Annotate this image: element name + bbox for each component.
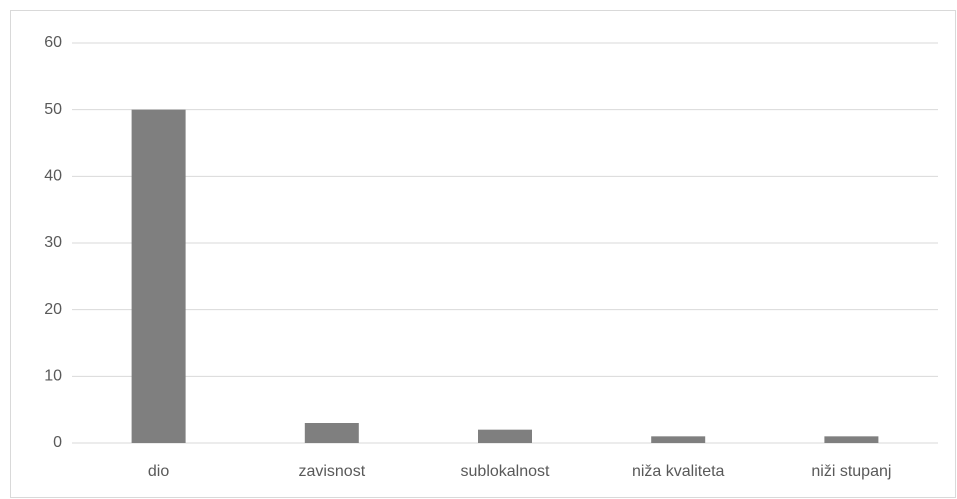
- y-tick-label: 40: [44, 168, 62, 185]
- x-tick-label: dio: [148, 463, 169, 480]
- bar: [824, 436, 879, 443]
- x-tick-label: niža kvaliteta: [632, 463, 725, 480]
- x-tick-label: zavisnost: [298, 463, 365, 480]
- y-tick-label: 10: [44, 368, 62, 385]
- y-tick-label: 30: [44, 234, 62, 251]
- bar: [478, 429, 532, 443]
- bar: [131, 109, 186, 444]
- x-tick-label: niži stupanj: [811, 463, 891, 480]
- chart-frame: [10, 10, 956, 498]
- y-tick-label: 20: [44, 301, 62, 318]
- y-tick-label: 60: [44, 34, 62, 51]
- bar: [304, 423, 359, 443]
- y-tick-label: 50: [44, 101, 62, 118]
- bar: [651, 436, 706, 443]
- y-tick-label: 0: [53, 434, 62, 451]
- x-tick-label: sublokalnost: [461, 463, 551, 480]
